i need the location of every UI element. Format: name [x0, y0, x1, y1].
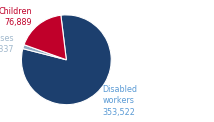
Text: Disabled
workers
353,522: Disabled workers 353,522 [103, 85, 137, 117]
Wedge shape [24, 15, 66, 60]
Text: Spouses
6,337: Spouses 6,337 [0, 34, 14, 54]
Wedge shape [21, 15, 111, 105]
Wedge shape [23, 45, 66, 60]
Text: Children
76,889: Children 76,889 [0, 7, 32, 27]
